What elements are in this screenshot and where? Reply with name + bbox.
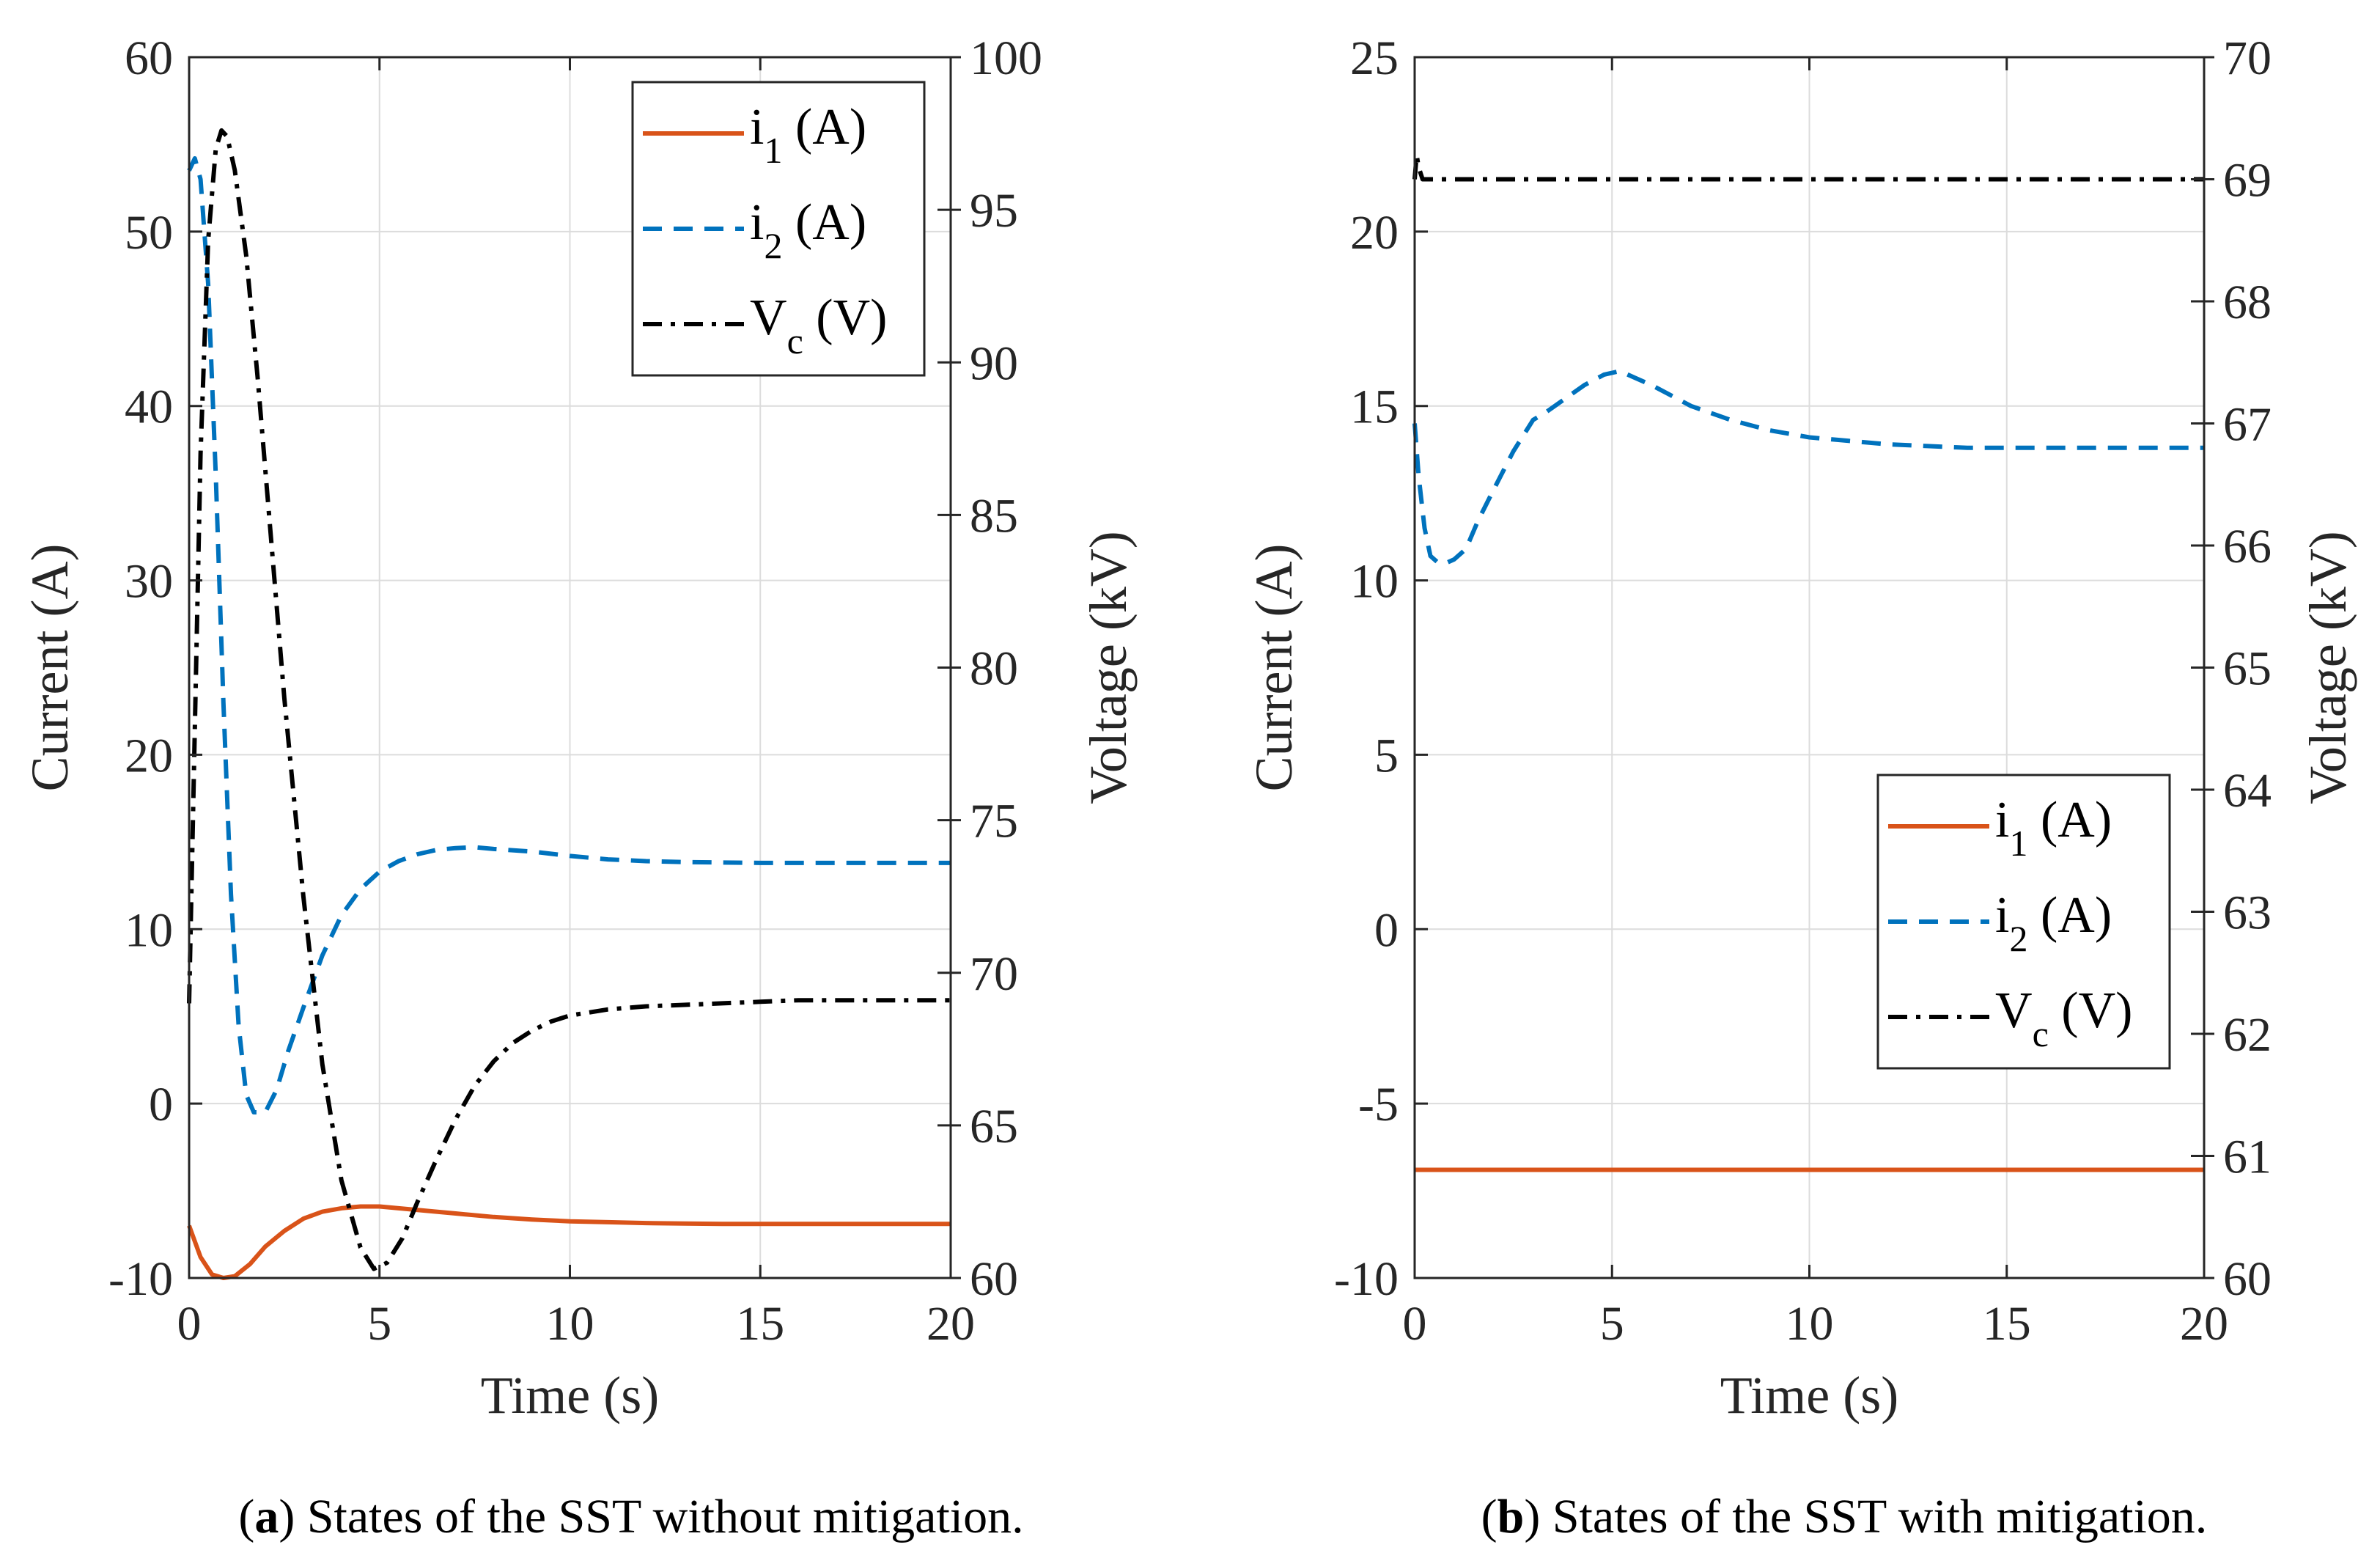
x-tick-label: 0 <box>1403 1297 1427 1351</box>
x-tick-label: 10 <box>546 1297 594 1351</box>
y2-tick-label: 95 <box>970 184 1018 238</box>
y-tick-label: -10 <box>108 1252 173 1306</box>
x-tick-label: 10 <box>1786 1297 1834 1351</box>
caption-b: (b) States of the SST with mitigation. <box>1481 1490 2208 1543</box>
y-tick-label: 25 <box>1350 32 1399 85</box>
legend-main: V <box>1995 982 2033 1039</box>
legend-main: V <box>750 290 787 346</box>
legend-sub: 2 <box>2009 918 2027 959</box>
y2-tick-label: 80 <box>970 642 1018 696</box>
x-tick-label: 5 <box>1600 1297 1624 1351</box>
y2-tick-label: 64 <box>2223 764 2272 818</box>
y-tick-label: 50 <box>125 206 173 260</box>
legend-label-Vc: Vc (V) <box>1995 982 2132 1054</box>
y-tick-label: 0 <box>1374 903 1399 957</box>
y2-axis-label: Voltage (kV) <box>1079 531 1138 804</box>
y2-tick-label: 62 <box>2223 1008 2272 1062</box>
legend-sub: 1 <box>2009 823 2027 864</box>
y2-axis-label: Voltage (kV) <box>2299 531 2357 804</box>
legend-main: i <box>1995 792 2009 848</box>
legend-label-i1: i1 (A) <box>750 99 866 171</box>
legend-sub: c <box>2033 1013 2049 1054</box>
y-tick-label: 40 <box>125 381 173 434</box>
y2-tick-label: 65 <box>2223 642 2272 696</box>
x-tick-label: 0 <box>177 1297 202 1351</box>
x-tick-label: 5 <box>367 1297 391 1351</box>
series-line-Vc <box>1412 153 2204 182</box>
x-tick-label: 20 <box>926 1297 975 1351</box>
y-tick-label: -5 <box>1358 1078 1399 1131</box>
legend-label-i2: i2 (A) <box>1995 887 2112 959</box>
y2-tick-label: 61 <box>2223 1131 2272 1184</box>
panel-a-chart: 0 5 10 15 20-1001020304050606065707580859095… <box>21 32 1138 1425</box>
y2-tick-label: 69 <box>2223 154 2272 207</box>
y2-tick-label: 85 <box>970 489 1018 543</box>
y-tick-label: 30 <box>125 555 173 609</box>
y-tick-label: 0 <box>149 1078 173 1131</box>
y2-tick-label: 90 <box>970 337 1018 390</box>
y2-tick-label: 70 <box>2223 32 2272 85</box>
y2-tick-label: 67 <box>2223 398 2272 452</box>
y2-tick-label: 60 <box>2223 1252 2272 1306</box>
legend-sub: 2 <box>764 225 782 266</box>
legend-label-i2: i2 (A) <box>750 194 866 266</box>
y2-tick-label: 66 <box>2223 520 2272 573</box>
legend-unit: (A) <box>2027 887 2112 944</box>
y2-tick-label: 65 <box>970 1100 1018 1153</box>
y-tick-label: 10 <box>1350 555 1399 609</box>
caption-a: (a) States of the SST without mitigation… <box>238 1490 1023 1543</box>
legend-main: i <box>1995 887 2009 944</box>
legend-sub: 1 <box>764 130 782 171</box>
legend-unit: (V) <box>2049 982 2133 1039</box>
legend-unit: (A) <box>2027 792 2112 848</box>
legend: i1 (A)i2 (A)Vc (V) <box>631 81 926 377</box>
legend-unit: (V) <box>803 290 888 346</box>
series-line-i1 <box>187 1204 951 1280</box>
y-tick-label: 20 <box>125 729 173 782</box>
y-tick-label: 5 <box>1374 729 1399 782</box>
y2-tick-label: 68 <box>2223 276 2272 329</box>
x-tick-label: 15 <box>1983 1297 2031 1351</box>
y-tick-label: 10 <box>125 903 173 957</box>
y2-tick-label: 63 <box>2223 886 2272 940</box>
legend-unit: (A) <box>782 194 866 251</box>
panel-b-chart: 0 5 10 15 20 -10 -5 0 5 10 15 20 25 60 61 62 63 64 65 66 67 6… <box>1245 32 2357 1425</box>
series-line-i2 <box>1412 369 2204 565</box>
y-tick-label: -10 <box>1334 1252 1399 1306</box>
y-tick-label: 60 <box>125 32 173 85</box>
legend-label-i1: i1 (A) <box>1995 792 2112 864</box>
x-tick-label: 15 <box>736 1297 784 1351</box>
legend-label-Vc: Vc (V) <box>750 290 887 361</box>
legend-main: i <box>750 99 764 155</box>
legend-sub: c <box>787 320 803 361</box>
y-tick-label: 20 <box>1350 206 1399 260</box>
y-tick-label: 15 <box>1350 381 1399 434</box>
series-line-Vc <box>187 128 951 1271</box>
legend: i1 (A)i2 (A)Vc (V) <box>1876 774 2171 1070</box>
y2-tick-label: 60 <box>970 1252 1018 1306</box>
x-tick-label: 20 <box>2180 1297 2228 1351</box>
series-line-i2 <box>187 156 951 1114</box>
y2-tick-label: 75 <box>970 795 1018 848</box>
x-axis-label: Time (s) <box>1720 1366 1898 1425</box>
legend-main: i <box>750 194 764 251</box>
y-axis-label: Current (A) <box>21 544 79 792</box>
y2-tick-label: 100 <box>970 32 1042 85</box>
legend-unit: (A) <box>782 99 866 155</box>
x-axis-label: Time (s) <box>481 1366 659 1425</box>
y-axis-label: Current (A) <box>1245 544 1303 792</box>
y2-tick-label: 70 <box>970 947 1018 1001</box>
